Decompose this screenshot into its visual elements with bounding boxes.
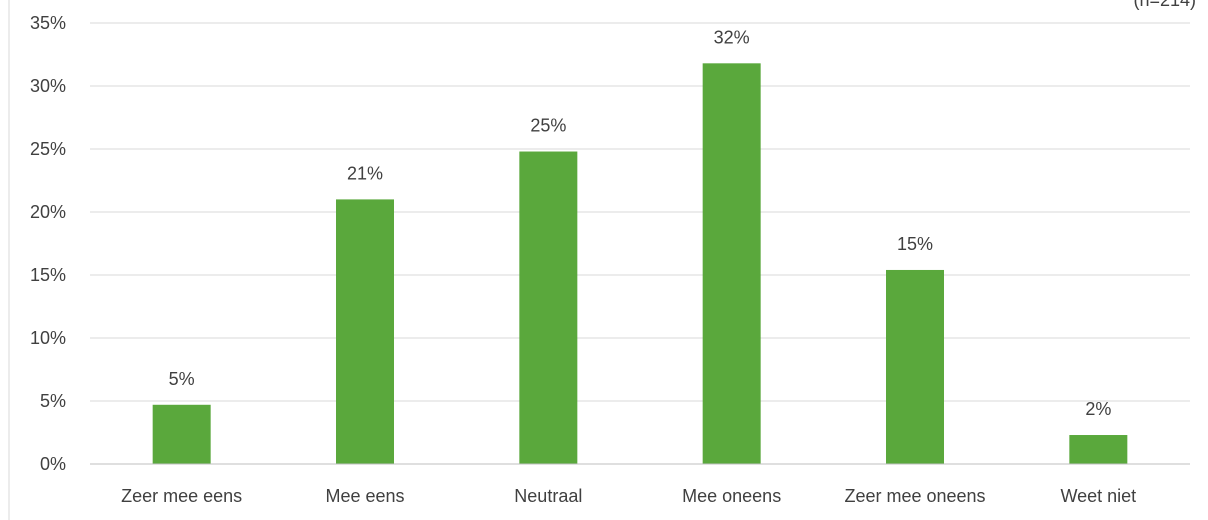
y-tick-label: 15%	[30, 265, 66, 285]
y-tick-label: 0%	[40, 454, 66, 474]
y-axis-tick-labels: 0% 5% 10% 15% 20% 25% 30% 35%	[30, 13, 66, 474]
data-label: 21%	[347, 163, 383, 183]
bars	[152, 63, 1128, 464]
data-label: 25%	[530, 116, 566, 136]
y-tick-label: 25%	[30, 139, 66, 159]
category-label: Mee eens	[325, 486, 404, 506]
y-tick-label: 5%	[40, 391, 66, 411]
category-label: Mee oneens	[682, 486, 781, 506]
bar	[1069, 435, 1128, 464]
bar	[702, 63, 761, 464]
category-label: Weet niet	[1060, 486, 1136, 506]
sample-size-note: (n=214)	[1133, 0, 1196, 10]
bar	[519, 151, 578, 464]
category-label: Zeer mee oneens	[844, 486, 985, 506]
data-label: 5%	[169, 369, 195, 389]
bar	[886, 269, 944, 464]
bar	[336, 199, 394, 464]
data-labels: 5% 21% 25% 32% 15% 2%	[169, 27, 1112, 419]
gridlines	[90, 22, 1190, 402]
y-tick-label: 30%	[30, 76, 66, 96]
y-tick-label: 10%	[30, 328, 66, 348]
data-label: 15%	[897, 234, 933, 254]
y-tick-label: 35%	[30, 13, 66, 33]
y-tick-label: 20%	[30, 202, 66, 222]
data-label: 32%	[714, 27, 750, 47]
category-labels: Zeer mee eens Mee eens Neutraal Mee oneens Z…	[121, 486, 1136, 506]
category-label: Zeer mee eens	[121, 486, 242, 506]
bar	[152, 404, 211, 464]
category-label: Neutraal	[514, 486, 582, 506]
data-label: 2%	[1085, 399, 1111, 419]
